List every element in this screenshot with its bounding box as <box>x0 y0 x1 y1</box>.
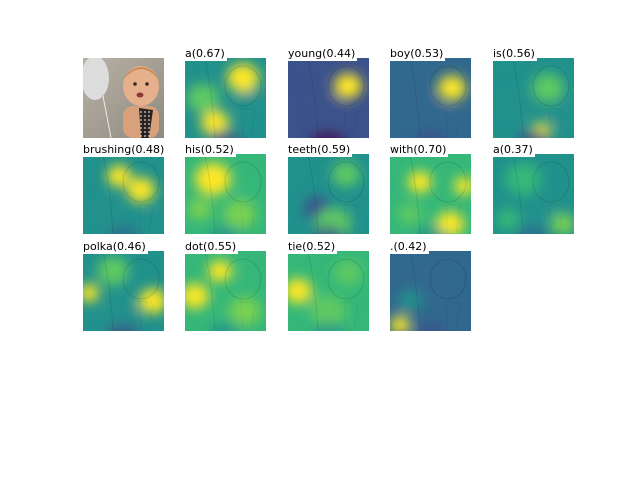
caption-score: (0.46) <box>112 240 146 253</box>
caption-score: (0.52) <box>200 143 234 156</box>
word-caption: young(0.44) <box>288 47 358 61</box>
caption-word: young <box>288 47 323 60</box>
attention-map-11 <box>185 251 266 331</box>
caption-word: a <box>493 143 500 156</box>
attention-map-8 <box>390 154 471 234</box>
word-caption: a(0.67) <box>185 47 227 61</box>
caption-score: (0.56) <box>501 47 535 60</box>
caption-score: (0.44) <box>322 47 356 60</box>
caption-score: (0.37) <box>499 143 533 156</box>
caption-word: is <box>493 47 502 60</box>
caption-score: (0.52) <box>302 240 336 253</box>
attention-map-13 <box>390 251 471 331</box>
attention-map-7 <box>288 154 369 234</box>
word-caption: dot(0.55) <box>185 240 239 254</box>
left-eye <box>133 82 137 86</box>
word-caption: .(0.42) <box>390 240 429 254</box>
caption-word: with <box>390 143 414 156</box>
caption-score: (0.55) <box>203 240 237 253</box>
word-caption: a(0.37) <box>493 143 535 157</box>
word-caption: with(0.70) <box>390 143 449 157</box>
attention-map-9 <box>493 154 574 234</box>
caption-score: (0.59) <box>317 143 351 156</box>
word-caption: boy(0.53) <box>390 47 446 61</box>
caption-word: brushing <box>83 143 132 156</box>
caption-word: boy <box>390 47 411 60</box>
caption-word: a <box>185 47 192 60</box>
right-eye <box>145 82 149 86</box>
hair <box>123 67 159 80</box>
caption-word: dot <box>185 240 204 253</box>
attention-map-1 <box>185 58 266 138</box>
word-caption: tie(0.52) <box>288 240 338 254</box>
word-caption: is(0.56) <box>493 47 537 61</box>
attention-map-6 <box>185 154 266 234</box>
caption-score: (0.48) <box>131 143 165 156</box>
attention-map-12 <box>288 251 369 331</box>
attention-map-5 <box>83 154 164 234</box>
attention-map-2 <box>288 58 369 138</box>
word-caption: his(0.52) <box>185 143 236 157</box>
attention-map-4 <box>493 58 574 138</box>
caption-score: (0.53) <box>410 47 444 60</box>
face <box>123 66 159 106</box>
word-caption: brushing(0.48) <box>83 143 167 157</box>
caption-score: (0.70) <box>413 143 447 156</box>
source-photo <box>83 58 164 138</box>
word-caption: polka(0.46) <box>83 240 148 254</box>
mouth <box>136 92 144 98</box>
caption-score: (0.67) <box>191 47 225 60</box>
attention-map-10 <box>83 251 164 331</box>
caption-word: tie <box>288 240 303 253</box>
attention-map-3 <box>390 58 471 138</box>
caption-word: teeth <box>288 143 318 156</box>
caption-word: polka <box>83 240 113 253</box>
caption-word: . <box>390 240 394 253</box>
caption-word: his <box>185 143 201 156</box>
word-caption: teeth(0.59) <box>288 143 353 157</box>
balloon <box>83 58 109 100</box>
caption-score: (0.42) <box>393 240 427 253</box>
